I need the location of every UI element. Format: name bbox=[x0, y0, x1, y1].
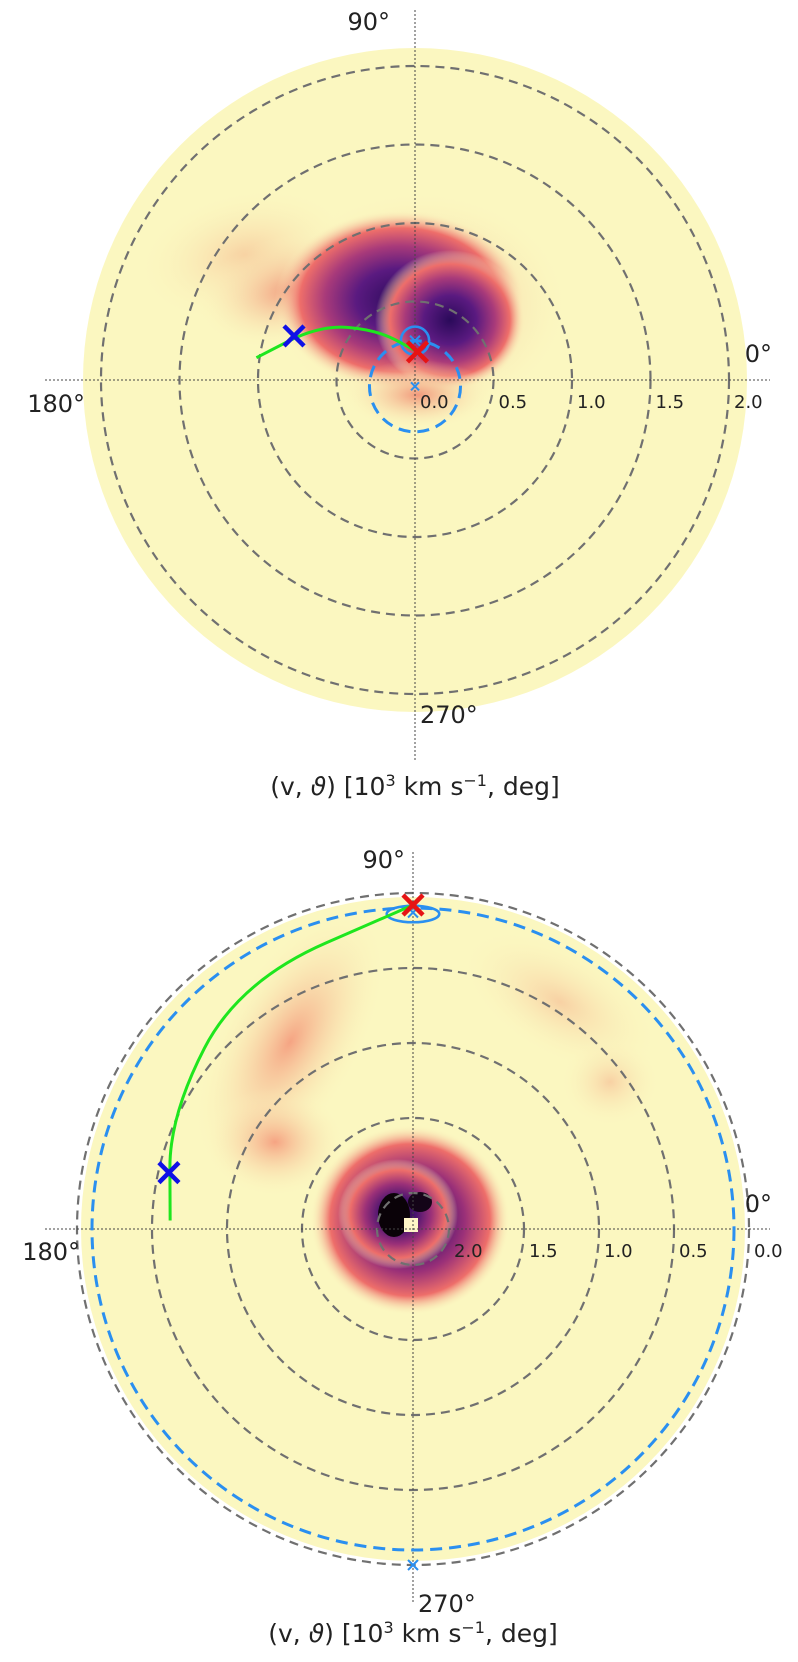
polar-chart-top: 90° 0° 180° 270° 0.0 0.5 1.0 1.5 2.0 (v, ϑ) [10… bbox=[27, 8, 772, 802]
x-axis-label: (v, ϑ) [103 km s−1, deg] bbox=[268, 1618, 558, 1649]
x-axis-label-part: ϑ bbox=[309, 1619, 324, 1648]
end-marker bbox=[405, 340, 430, 364]
x-axis-label-part: km s bbox=[396, 772, 464, 801]
x-axis-label-part: −1 bbox=[461, 1618, 485, 1637]
radial-tick-labels: 0.0 0.5 1.0 1.5 2.0 bbox=[420, 392, 763, 413]
radial-tick-label: 1.5 bbox=[529, 1241, 558, 1262]
x-axis-label-part: , deg] bbox=[487, 772, 560, 801]
radial-tick-label: 2.0 bbox=[734, 392, 763, 413]
overlays bbox=[90, 893, 736, 1571]
radial-tick-label: 1.0 bbox=[577, 392, 606, 413]
density-field bbox=[81, 897, 745, 1561]
overlays bbox=[255, 324, 463, 434]
x-axis-label-part: 3 bbox=[385, 771, 395, 790]
x-axis-label-part: −1 bbox=[463, 771, 487, 790]
x-axis-label-part: km s bbox=[394, 1619, 462, 1648]
radial-tick-label: 0.5 bbox=[499, 392, 528, 413]
trajectory-line bbox=[255, 325, 419, 360]
x-axis-label-part: (v, bbox=[268, 1619, 308, 1648]
angle-label: 180° bbox=[22, 1238, 80, 1266]
radial-tick-label: 0.5 bbox=[679, 1241, 708, 1262]
end-marker bbox=[401, 893, 425, 917]
angle-label: 0° bbox=[745, 340, 772, 368]
radial-tick-label: 0.0 bbox=[754, 1241, 783, 1262]
radial-tick-label: 1.5 bbox=[656, 392, 685, 413]
angle-label: 180° bbox=[27, 390, 85, 418]
start-marker bbox=[282, 324, 306, 348]
start-marker bbox=[157, 1161, 181, 1185]
radial-tick-label: 2.0 bbox=[454, 1241, 483, 1262]
x-axis-label-part: ) [10 bbox=[324, 1619, 383, 1648]
projected-marker bbox=[410, 381, 420, 391]
angle-label: 270° bbox=[420, 701, 478, 729]
polar-chart-bottom: 90° 0° 180° 270° 2.0 1.5 1.0 0.5 0.0 (v, ϑ) [10… bbox=[22, 846, 783, 1649]
x-axis-label: (v, ϑ) [103 km s−1, deg] bbox=[270, 771, 560, 802]
x-axis-label-part: ) [10 bbox=[326, 772, 385, 801]
projected-marker bbox=[407, 1559, 419, 1571]
angle-label: 270° bbox=[418, 1590, 476, 1618]
x-axis-label-part: , deg] bbox=[485, 1619, 558, 1648]
radial-tick-labels: 2.0 1.5 1.0 0.5 0.0 bbox=[454, 1241, 783, 1262]
x-axis-label-part: 3 bbox=[383, 1618, 393, 1637]
angle-labels: 90° 0° 180° 270° bbox=[27, 8, 772, 729]
x-axis-label-part: ϑ bbox=[311, 772, 326, 801]
angle-label: 90° bbox=[347, 8, 390, 36]
angle-label: 90° bbox=[362, 846, 405, 874]
axes bbox=[45, 852, 770, 1602]
radial-tick-label: 0.0 bbox=[420, 392, 449, 413]
radial-tick-label: 1.0 bbox=[604, 1241, 633, 1262]
angle-label: 0° bbox=[745, 1190, 772, 1218]
x-axis-label-part: (v, bbox=[270, 772, 310, 801]
axes bbox=[45, 10, 770, 760]
angle-labels: 90° 0° 180° 270° bbox=[22, 846, 772, 1618]
